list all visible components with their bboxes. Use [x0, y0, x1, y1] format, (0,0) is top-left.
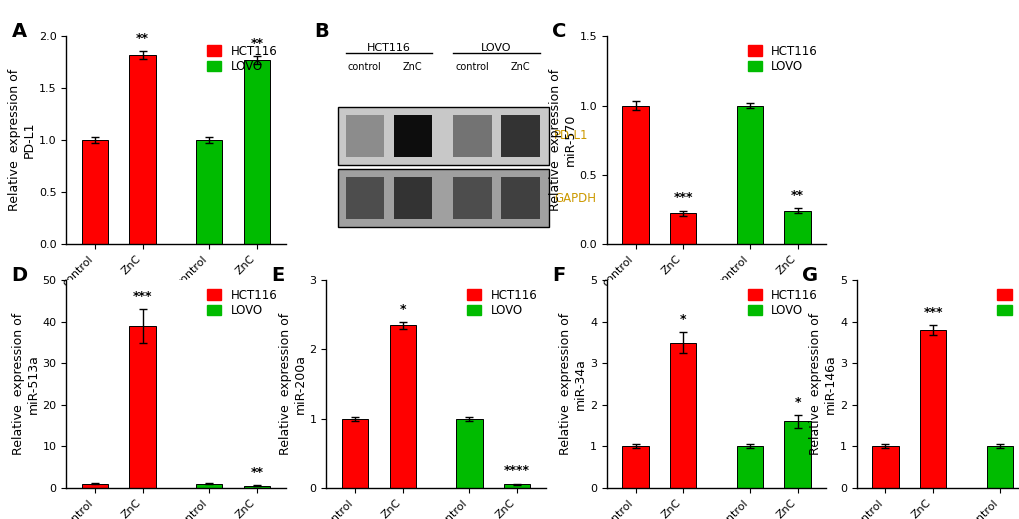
- Bar: [389, 325, 416, 488]
- Bar: [244, 486, 270, 488]
- Text: *: *: [680, 313, 686, 326]
- Bar: [736, 446, 762, 488]
- Y-axis label: Relative  expression of
miR-513a: Relative expression of miR-513a: [11, 313, 40, 455]
- Y-axis label: Relative  expression of
miR-570: Relative expression of miR-570: [548, 69, 576, 211]
- Y-axis label: Relative  expression of
miR-34a: Relative expression of miR-34a: [558, 313, 587, 455]
- Text: control: control: [455, 62, 489, 72]
- Text: ***: ***: [922, 306, 942, 319]
- Bar: [985, 446, 1012, 488]
- Legend: HCT116, LOVO: HCT116, LOVO: [995, 286, 1019, 319]
- Text: F: F: [551, 266, 565, 285]
- Text: E: E: [271, 266, 284, 285]
- Bar: [919, 330, 946, 488]
- Text: PD-L1: PD-L1: [553, 129, 588, 143]
- Legend: HCT116, LOVO: HCT116, LOVO: [205, 42, 279, 75]
- Text: control: control: [347, 62, 381, 72]
- Bar: [82, 484, 108, 488]
- Text: D: D: [11, 266, 28, 285]
- Text: ZnC: ZnC: [511, 62, 530, 72]
- Bar: [455, 419, 482, 488]
- Text: ****: ****: [503, 465, 530, 477]
- Bar: [871, 446, 898, 488]
- Text: LOVO: LOVO: [481, 43, 512, 52]
- Y-axis label: Relative  expression of
PD-L1: Relative expression of PD-L1: [8, 69, 36, 211]
- Legend: HCT116, LOVO: HCT116, LOVO: [745, 42, 819, 75]
- Text: C: C: [551, 22, 566, 41]
- Bar: [82, 140, 108, 244]
- Legend: HCT116, LOVO: HCT116, LOVO: [205, 286, 279, 319]
- Text: G: G: [801, 266, 817, 285]
- Bar: [784, 421, 810, 488]
- Y-axis label: Relative  expression of
miR-146a: Relative expression of miR-146a: [808, 313, 837, 455]
- Text: A: A: [11, 22, 26, 41]
- Text: ZnC: ZnC: [403, 62, 422, 72]
- Bar: [244, 60, 270, 244]
- Text: *: *: [399, 303, 406, 316]
- Text: B: B: [314, 22, 329, 41]
- Bar: [341, 419, 368, 488]
- Text: ***: ***: [673, 192, 692, 204]
- Text: *: *: [794, 396, 800, 409]
- Text: ***: ***: [132, 290, 152, 303]
- Bar: [196, 484, 222, 488]
- Bar: [736, 105, 762, 244]
- Text: GAPDH: GAPDH: [553, 192, 595, 205]
- Bar: [503, 484, 530, 488]
- Text: **: **: [251, 466, 263, 479]
- Legend: HCT116, LOVO: HCT116, LOVO: [465, 286, 539, 319]
- Text: **: **: [791, 189, 803, 202]
- Legend: HCT116, LOVO: HCT116, LOVO: [745, 286, 819, 319]
- Bar: [129, 55, 156, 244]
- Bar: [622, 105, 648, 244]
- Bar: [669, 343, 696, 488]
- Text: **: **: [251, 37, 263, 50]
- Bar: [129, 326, 156, 488]
- Bar: [196, 140, 222, 244]
- Y-axis label: Relative  expression of
miR-200a: Relative expression of miR-200a: [278, 313, 307, 455]
- Text: **: **: [136, 32, 149, 45]
- Text: HCT116: HCT116: [367, 43, 411, 52]
- Bar: [669, 213, 696, 244]
- Bar: [784, 211, 810, 244]
- Bar: [622, 446, 648, 488]
